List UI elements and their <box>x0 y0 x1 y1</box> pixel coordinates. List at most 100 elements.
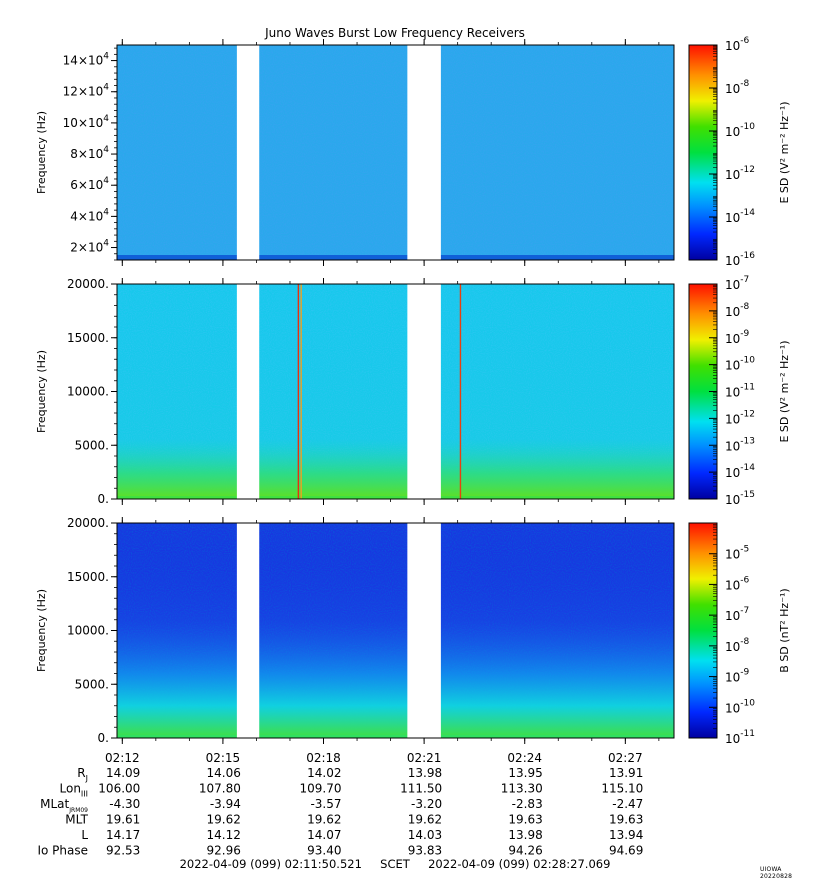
ephemeris-value: 19.63 <box>609 813 643 827</box>
ephemeris-row-label: MLT <box>65 813 88 827</box>
y-tick-label: 6×104 <box>70 176 109 192</box>
y-tick-label: 5000. <box>75 438 109 452</box>
ephemeris-value: -3.57 <box>310 797 341 811</box>
low-frequency-enhancement <box>117 284 674 499</box>
spectrogram-panel-1: 2×104 4×104 6×104 8×104 10×104 12×104 14×104 Fr… <box>35 36 791 268</box>
colorbar-tick-label: 10-6 <box>725 575 750 592</box>
time-tick-label: 02:24 <box>507 751 542 765</box>
ephemeris-value: 19.62 <box>207 813 241 827</box>
ephemeris-value: 94.26 <box>508 844 542 858</box>
colorbar-frame <box>688 522 718 739</box>
data-gap <box>236 44 260 261</box>
y-tick-label: 10000. <box>67 385 109 399</box>
y-tick-label: 15000. <box>67 331 109 345</box>
y-axis-label: Frequency (Hz) <box>35 111 48 194</box>
ephemeris-value: 14.02 <box>307 766 341 780</box>
data-gap <box>407 44 441 261</box>
time-tick-label: 02:12 <box>105 751 140 765</box>
ephemeris-value: 107.80 <box>199 782 241 796</box>
ephemeris-value: 19.62 <box>408 813 442 827</box>
colorbar-tick-label: 10-12 <box>725 409 755 426</box>
ephemeris-value: -4.30 <box>109 797 140 811</box>
colorbar-tick-label: 10-5 <box>725 545 749 562</box>
colorbar-tick-label: 10-11 <box>725 383 755 400</box>
y-axis-label: Frequency (Hz) <box>35 589 48 672</box>
y-tick-label: 2×104 <box>70 239 109 255</box>
colorbar-tick-label: 10-7 <box>725 606 749 623</box>
ephemeris-row-label: L <box>81 828 88 842</box>
ephemeris-value: 14.12 <box>207 828 241 842</box>
spectrogram-panel-2: 0. 5000. 10000. 15000. 20000. Frequency (Hz) 1… <box>35 275 791 507</box>
colorbar-tick-label: 10-9 <box>725 329 750 346</box>
time-tick-label: 02:15 <box>206 751 241 765</box>
noise-floor-band <box>117 735 674 738</box>
y-tick-label: 10000. <box>67 624 109 638</box>
spectrogram-panel-3: 0. 5000. 10000. 15000. 20000. Frequency (Hz) 1… <box>35 516 791 746</box>
colorbar-tick-label: 10-12 <box>725 165 755 182</box>
noise-floor-band <box>117 255 674 260</box>
time-tick-label: 02:27 <box>608 751 643 765</box>
ephemeris-value: 13.98 <box>508 828 542 842</box>
ephemeris-value: 92.96 <box>207 844 241 858</box>
colorbar-tick-label: 10-11 <box>725 729 755 746</box>
ephemeris-value: 14.03 <box>408 828 442 842</box>
colorbar-tick-label: 10-10 <box>725 356 755 373</box>
colorbar-tick-label: 10-13 <box>725 436 755 453</box>
low-frequency-enhancement <box>117 523 674 738</box>
ephemeris-value: 93.40 <box>307 844 341 858</box>
ephemeris-value: 94.69 <box>609 844 643 858</box>
y-tick-label: 12×104 <box>63 83 110 99</box>
ephemeris-value: 111.50 <box>400 782 442 796</box>
ephemeris-value: 14.07 <box>307 828 341 842</box>
colorbar-tick-label: 10-8 <box>725 79 750 96</box>
y-tick-label: 8×104 <box>70 145 109 161</box>
colorbar-tick-label: 10-14 <box>725 208 755 225</box>
colorbar-3: 10-5 10-6 10-7 10-8 10-9 10-10 10-11 B SD (nT² … <box>688 522 791 746</box>
time-tick-label: 02:21 <box>407 751 442 765</box>
time-axis: 02:12 02:15 02:18 02:21 02:24 02:27 <box>105 751 643 765</box>
ephemeris-value: 13.91 <box>609 766 643 780</box>
colorbar-tick-label: 10-15 <box>725 490 755 507</box>
colorbar-1: 10-6 10-8 10-10 10-12 10-14 10-16 E SD (V² m⁻²… <box>688 36 791 268</box>
panel-frame <box>116 44 675 261</box>
ephemeris-value: -2.83 <box>512 797 543 811</box>
ephemeris-row-label: Io Phase <box>37 844 88 858</box>
y-tick-label: 5000. <box>75 677 109 691</box>
ephemeris-table: RJ 14.09 14.06 14.02 13.98 13.95 13.91 LonIII 10… <box>37 766 643 858</box>
colorbar-tick-label: 10-6 <box>725 36 750 53</box>
colorbar-tick-label: 10-8 <box>725 302 750 319</box>
ephemeris-value: -3.94 <box>210 797 241 811</box>
version-stamp: UIOWA 20220828 <box>760 866 793 880</box>
ephemeris-value: 115.10 <box>601 782 643 796</box>
y-tick-label: 0. <box>98 492 109 506</box>
time-tick-label: 02:18 <box>306 751 341 765</box>
data-gap <box>236 283 260 500</box>
colorbar-tick-label: 10-7 <box>725 275 749 292</box>
colorbar-tick-label: 10-14 <box>725 463 755 480</box>
y-tick-label: 10×104 <box>63 114 110 130</box>
colorbar-gradient <box>689 523 717 738</box>
noise-floor-band <box>117 496 674 499</box>
ephemeris-value: 14.09 <box>106 766 140 780</box>
colorbar-2: 10-7 10-8 10-9 10-10 10-11 10-12 10-13 10-14 10-… <box>688 275 791 507</box>
colorbar-label: E SD (V² m⁻² Hz⁻¹) <box>778 340 791 442</box>
colorbar-tick-label: 10-10 <box>725 122 755 139</box>
colorbar-gradient <box>689 45 717 260</box>
ephemeris-value: 13.95 <box>508 766 542 780</box>
ephemeris-value: -2.47 <box>612 797 643 811</box>
ephemeris-value: 113.30 <box>501 782 543 796</box>
y-tick-label: 0. <box>98 731 109 745</box>
ephemeris-row-label: RJ <box>77 766 88 783</box>
ephemeris-value: 93.83 <box>408 844 442 858</box>
y-axis-label: Frequency (Hz) <box>35 350 48 433</box>
colorbar-tick-label: 10-8 <box>725 637 750 654</box>
ephemeris-row-label: MLatJRM09 <box>40 797 88 814</box>
ephemeris-value: 19.61 <box>106 813 140 827</box>
colorbar-label: E SD (V² m⁻² Hz⁻¹) <box>778 101 791 203</box>
colorbar-tick-label: 10-10 <box>725 698 755 715</box>
y-tick-label: 20000. <box>67 277 109 291</box>
data-gap <box>236 522 260 739</box>
colorbar-frame <box>688 44 718 261</box>
y-tick-label: 4×104 <box>70 207 109 223</box>
